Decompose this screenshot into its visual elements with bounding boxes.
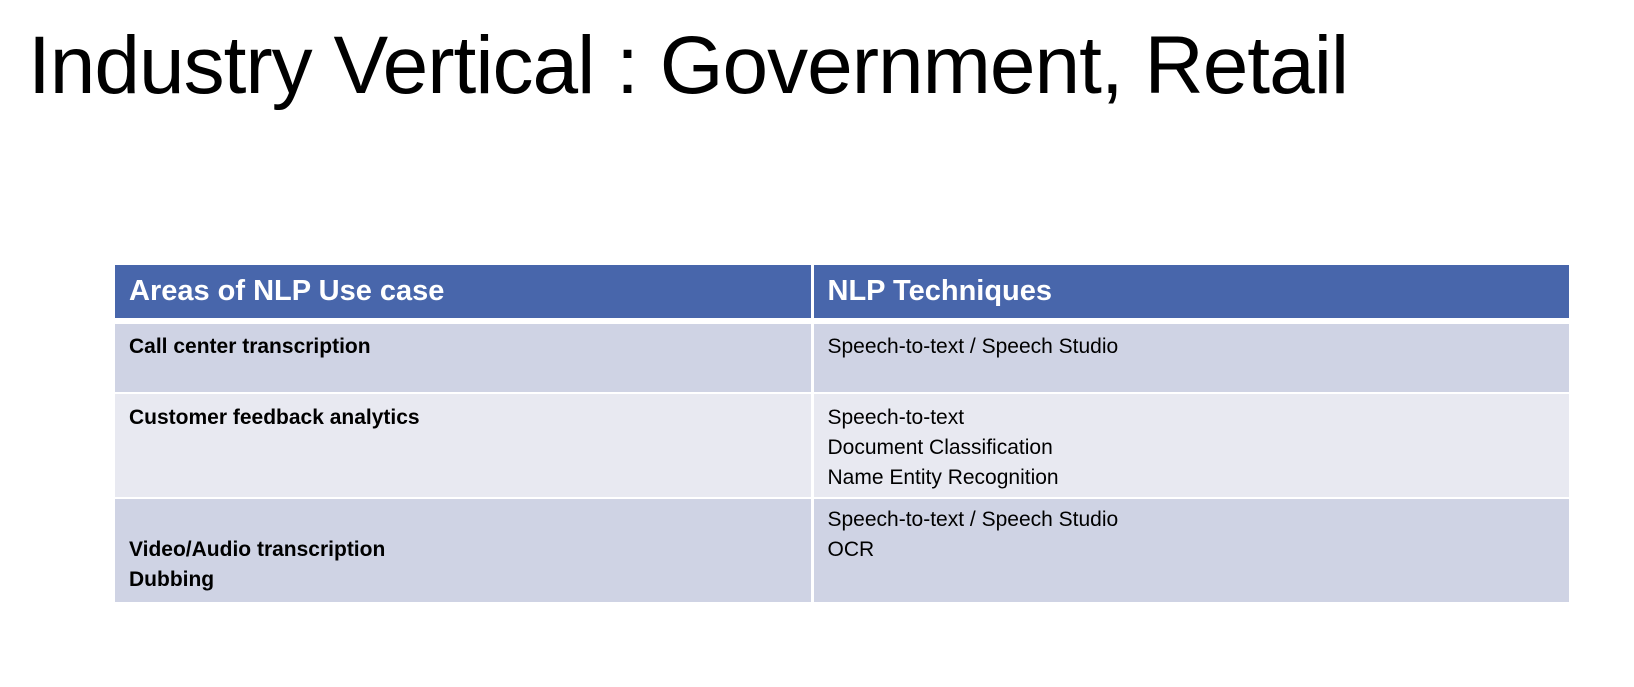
techniques-cell: Speech-to-text / Speech Studio OCR: [810, 497, 1569, 602]
table-row: Call center transcription Speech-to-text…: [115, 321, 1569, 393]
use-case-line: Dubbing: [129, 568, 215, 591]
nlp-use-case-table: Areas of NLP Use case NLP Techniques Cal…: [115, 265, 1569, 602]
use-case-line: Video/Audio transcription: [129, 538, 386, 561]
technique-line: Speech-to-text: [827, 406, 965, 429]
technique-line: Name Entity Recognition: [827, 466, 1059, 489]
techniques-cell: Speech-to-text / Speech Studio: [810, 321, 1569, 393]
table-header-row: Areas of NLP Use case NLP Techniques: [115, 265, 1569, 324]
use-case-line: Call center transcription: [129, 335, 371, 358]
technique-line: Document Classification: [827, 436, 1053, 459]
use-case-line: Customer feedback analytics: [129, 406, 420, 429]
table-row: Video/Audio transcription Dubbing Speech…: [115, 497, 1569, 602]
techniques-cell: Speech-to-text Document Classification N…: [810, 392, 1569, 498]
header-nlp-techniques: NLP Techniques: [810, 265, 1569, 324]
technique-line: Speech-to-text / Speech Studio: [827, 508, 1119, 531]
use-case-cell: Video/Audio transcription Dubbing: [115, 497, 812, 602]
header-areas-of-nlp-use-case: Areas of NLP Use case: [115, 265, 812, 324]
technique-line: Speech-to-text / Speech Studio: [827, 335, 1119, 358]
table-row: Customer feedback analytics Speech-to-te…: [115, 392, 1569, 498]
use-case-cell: Call center transcription: [115, 321, 812, 393]
slide-title: Industry Vertical : Government, Retail: [28, 20, 1349, 111]
use-case-cell: Customer feedback analytics: [115, 392, 812, 498]
technique-line: OCR: [827, 538, 875, 561]
